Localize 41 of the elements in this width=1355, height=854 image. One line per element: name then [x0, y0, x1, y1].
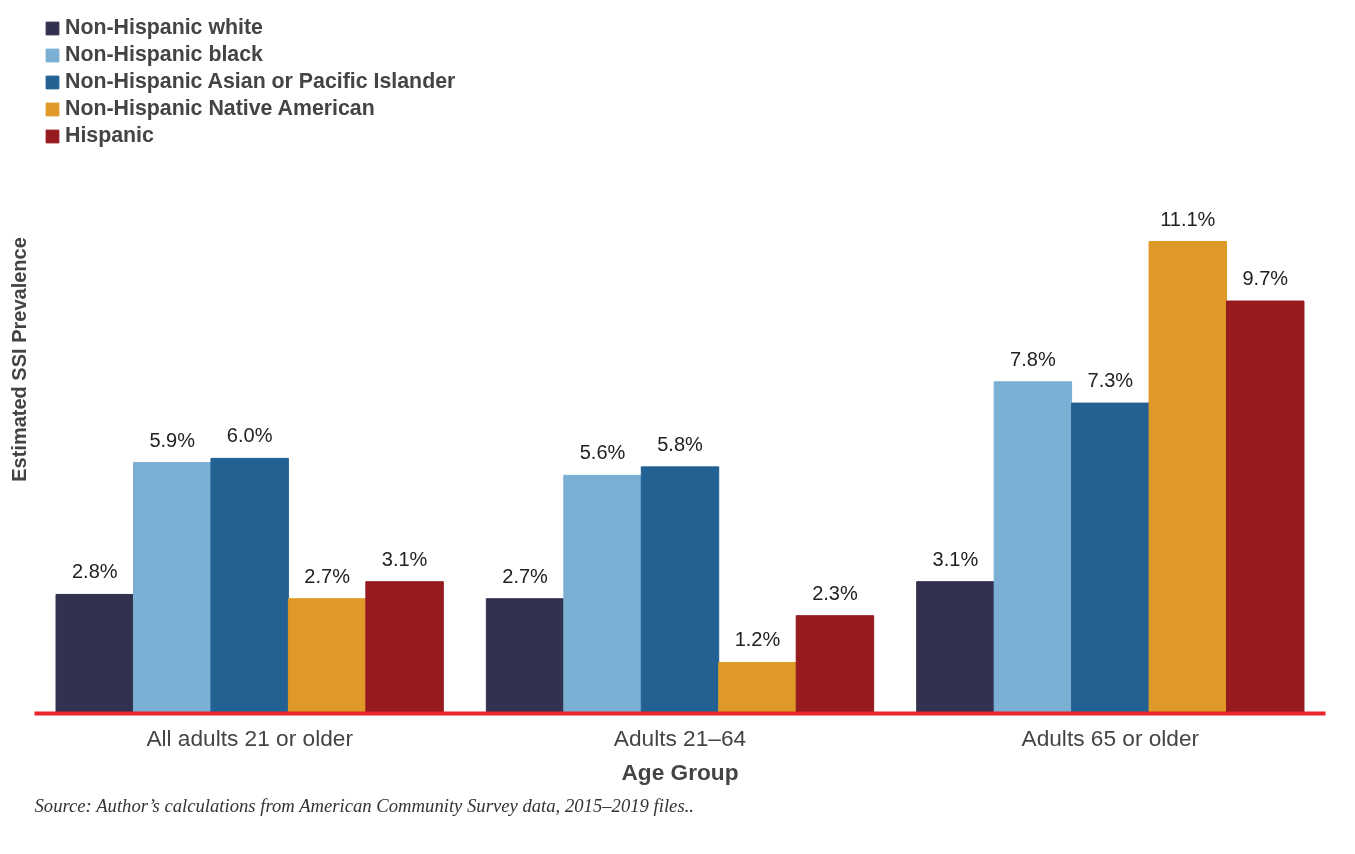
bar — [1226, 300, 1305, 714]
x-axis-title: Age Group — [621, 758, 739, 785]
bar — [287, 598, 367, 714]
bar — [132, 462, 212, 714]
data-label: 5.6% — [579, 441, 626, 464]
data-label: 3.1% — [381, 547, 428, 570]
data-label: 9.7% — [1242, 267, 1289, 290]
bar — [55, 593, 134, 714]
bar — [1071, 402, 1150, 714]
data-label: 2.8% — [71, 560, 118, 583]
data-label: 5.8% — [657, 432, 704, 455]
bar — [993, 381, 1073, 714]
data-label: 2.7% — [502, 564, 549, 587]
x-tick-label: Adults 65 or older — [1021, 724, 1200, 751]
legend-label: Non-Hispanic Native American — [65, 96, 375, 121]
legend-label: Non-Hispanic Asian or Pacific Islander — [65, 69, 456, 94]
data-label: 2.7% — [304, 564, 351, 587]
x-tick-label: All adults 21 or older — [146, 724, 354, 751]
y-axis-title: Estimated SSI Prevalence — [7, 237, 30, 482]
bar — [1148, 241, 1228, 714]
bar — [718, 661, 797, 714]
data-label: 6.0% — [226, 424, 273, 447]
data-label: 3.1% — [932, 547, 979, 570]
bar — [916, 581, 995, 714]
source-note: Source: Author’s calculations from American Community Survey data, 2015–2019 files.. — [34, 794, 694, 816]
data-label: 7.3% — [1087, 369, 1134, 392]
bar — [485, 598, 565, 714]
bar — [563, 474, 642, 714]
bar — [640, 466, 720, 714]
data-label: 1.2% — [734, 628, 781, 651]
bar — [210, 457, 289, 714]
legend-label: Hispanic — [65, 123, 154, 148]
data-label: 5.9% — [149, 428, 196, 451]
data-label: 11.1% — [1160, 207, 1216, 230]
bar — [365, 581, 444, 714]
data-label: 7.8% — [1010, 347, 1056, 370]
legend-label: Non-Hispanic white — [65, 15, 263, 40]
data-label: 2.3% — [812, 581, 858, 604]
x-tick-label: Adults 21–64 — [613, 724, 747, 751]
legend-label: Non-Hispanic black — [65, 42, 263, 67]
bar — [795, 615, 875, 714]
